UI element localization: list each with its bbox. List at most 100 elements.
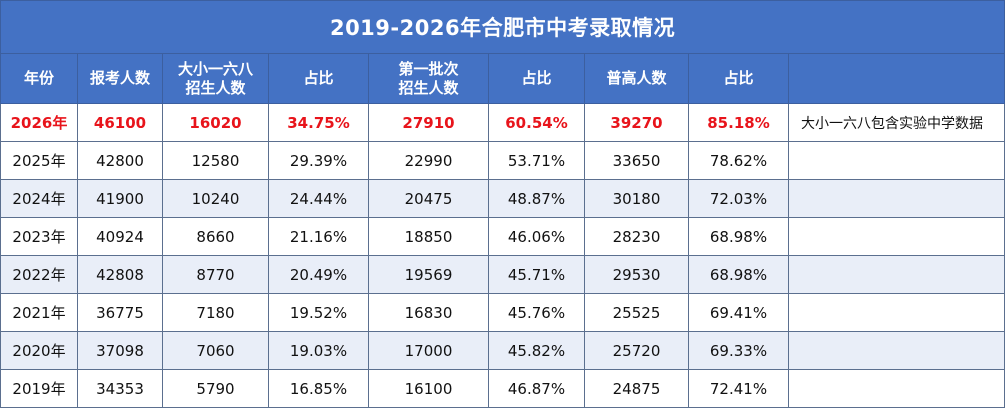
table-cell: 36775: [77, 293, 163, 332]
table-cell: 2025年: [0, 141, 78, 180]
column-header: 占比: [268, 53, 369, 104]
column-header-label: 报考人数: [89, 69, 150, 87]
table-cell: 2026年: [0, 103, 78, 142]
column-header: 第一批次 招生人数: [368, 53, 489, 104]
table-cell: 48.87%: [488, 179, 585, 218]
column-header-label: 大小一六八: [177, 59, 253, 78]
table-cell: 16.85%: [268, 369, 369, 408]
table-row: 2019年 34353 5790 16.85% 16100 46.87% 24875 72.4…: [0, 369, 1005, 408]
table-cell: 20.49%: [268, 255, 369, 294]
note-cell: 大小一六八包含实验中学数据: [787, 103, 1005, 142]
table-cell: 34.75%: [268, 103, 369, 142]
table-cell: 42800: [77, 141, 163, 180]
table-cell: 17000: [368, 331, 489, 370]
table-cell: 53.71%: [488, 141, 585, 180]
table-cell: 78.62%: [688, 141, 789, 180]
table-cell: 41900: [77, 179, 163, 218]
note-cell: [787, 331, 1005, 370]
table-row: 2020年 37098 7060 19.03% 17000 45.82% 25720 69.3…: [0, 331, 1005, 370]
table-cell: 25720: [584, 331, 689, 370]
column-header: 占比: [688, 53, 789, 104]
column-header: 大小一六八 招生人数: [162, 53, 269, 104]
table-row: 2026年 46100 16020 34.75% 27910 60.54% 39270 85.…: [0, 103, 1005, 142]
table-cell: 27910: [368, 103, 489, 142]
column-header-label: 招生人数: [185, 78, 246, 97]
table-cell: 24.44%: [268, 179, 369, 218]
note-cell: [787, 293, 1005, 332]
table-cell: 37098: [77, 331, 163, 370]
title-row: 2019-2026年合肥市中考录取情况: [0, 0, 1005, 54]
table-cell: 72.41%: [688, 369, 789, 408]
table-cell: 29530: [584, 255, 689, 294]
table-cell: 69.33%: [688, 331, 789, 370]
table-cell: 16100: [368, 369, 489, 408]
table-cell: 42808: [77, 255, 163, 294]
table-cell: 10240: [162, 179, 269, 218]
table-title: 2019-2026年合肥市中考录取情况: [0, 0, 1005, 54]
column-header-label: 占比: [723, 69, 754, 87]
column-header-label: 第一批次: [398, 59, 459, 78]
table-cell: 18850: [368, 217, 489, 256]
table-cell: 68.98%: [688, 255, 789, 294]
note-cell: [787, 369, 1005, 408]
table-cell: 19.52%: [268, 293, 369, 332]
column-header-label: 年份: [23, 69, 54, 87]
column-header: 占比: [488, 53, 585, 104]
table-cell: 45.82%: [488, 331, 585, 370]
table-cell: 45.71%: [488, 255, 585, 294]
column-header-label: 招生人数: [398, 78, 459, 97]
table-cell: 2019年: [0, 369, 78, 408]
table-cell: 29.39%: [268, 141, 369, 180]
table-cell: 16830: [368, 293, 489, 332]
table-cell: 68.98%: [688, 217, 789, 256]
table-row: 2022年 42808 8770 20.49% 19569 45.71% 29530 68.9…: [0, 255, 1005, 294]
column-header: 普高人数: [584, 53, 689, 104]
column-header-label: 占比: [521, 69, 552, 87]
table-cell: 2023年: [0, 217, 78, 256]
table-cell: 12580: [162, 141, 269, 180]
table-cell: 46.87%: [488, 369, 585, 408]
table-row: 2024年 41900 10240 24.44% 20475 48.87% 30180 72.…: [0, 179, 1005, 218]
table-cell: 25525: [584, 293, 689, 332]
table-cell: 2022年: [0, 255, 78, 294]
note-cell: [787, 255, 1005, 294]
table-cell: 39270: [584, 103, 689, 142]
table-cell: 7180: [162, 293, 269, 332]
table-cell: 60.54%: [488, 103, 585, 142]
table-cell: 2021年: [0, 293, 78, 332]
note-cell: [787, 179, 1005, 218]
table-row: 2021年 36775 7180 19.52% 16830 45.76% 25525 69.4…: [0, 293, 1005, 332]
table-cell: 85.18%: [688, 103, 789, 142]
table-cell: 2020年: [0, 331, 78, 370]
table-cell: 20475: [368, 179, 489, 218]
table-cell: 8660: [162, 217, 269, 256]
table-cell: 72.03%: [688, 179, 789, 218]
table-cell: 8770: [162, 255, 269, 294]
table-row: 2025年 42800 12580 29.39% 22990 53.71% 33650 78.…: [0, 141, 1005, 180]
column-header: [787, 53, 1005, 104]
table-body: 2026年 46100 16020 34.75% 27910 60.54% 39270 85.…: [0, 103, 1005, 408]
column-header-label: 占比: [303, 69, 334, 87]
column-header: 年份: [0, 53, 78, 104]
note-cell: [787, 141, 1005, 180]
table-cell: 19.03%: [268, 331, 369, 370]
table-cell: 2024年: [0, 179, 78, 218]
note-cell: [787, 217, 1005, 256]
table-cell: 21.16%: [268, 217, 369, 256]
admission-table: 2019-2026年合肥市中考录取情况 年份 报考人数 大小一六八 招生人数 占比 第一批…: [0, 0, 1005, 408]
table-cell: 16020: [162, 103, 269, 142]
table-cell: 33650: [584, 141, 689, 180]
header-row: 年份 报考人数 大小一六八 招生人数 占比 第一批次 招生人数 占比 普高人数 占比: [0, 53, 1005, 104]
table-cell: 19569: [368, 255, 489, 294]
table-cell: 5790: [162, 369, 269, 408]
table-cell: 22990: [368, 141, 489, 180]
column-header: 报考人数: [77, 53, 163, 104]
table-cell: 28230: [584, 217, 689, 256]
table-row: 2023年 40924 8660 21.16% 18850 46.06% 28230 68.9…: [0, 217, 1005, 256]
table-cell: 34353: [77, 369, 163, 408]
column-header-label: 普高人数: [606, 69, 667, 87]
table-cell: 46.06%: [488, 217, 585, 256]
table-cell: 24875: [584, 369, 689, 408]
table-cell: 7060: [162, 331, 269, 370]
